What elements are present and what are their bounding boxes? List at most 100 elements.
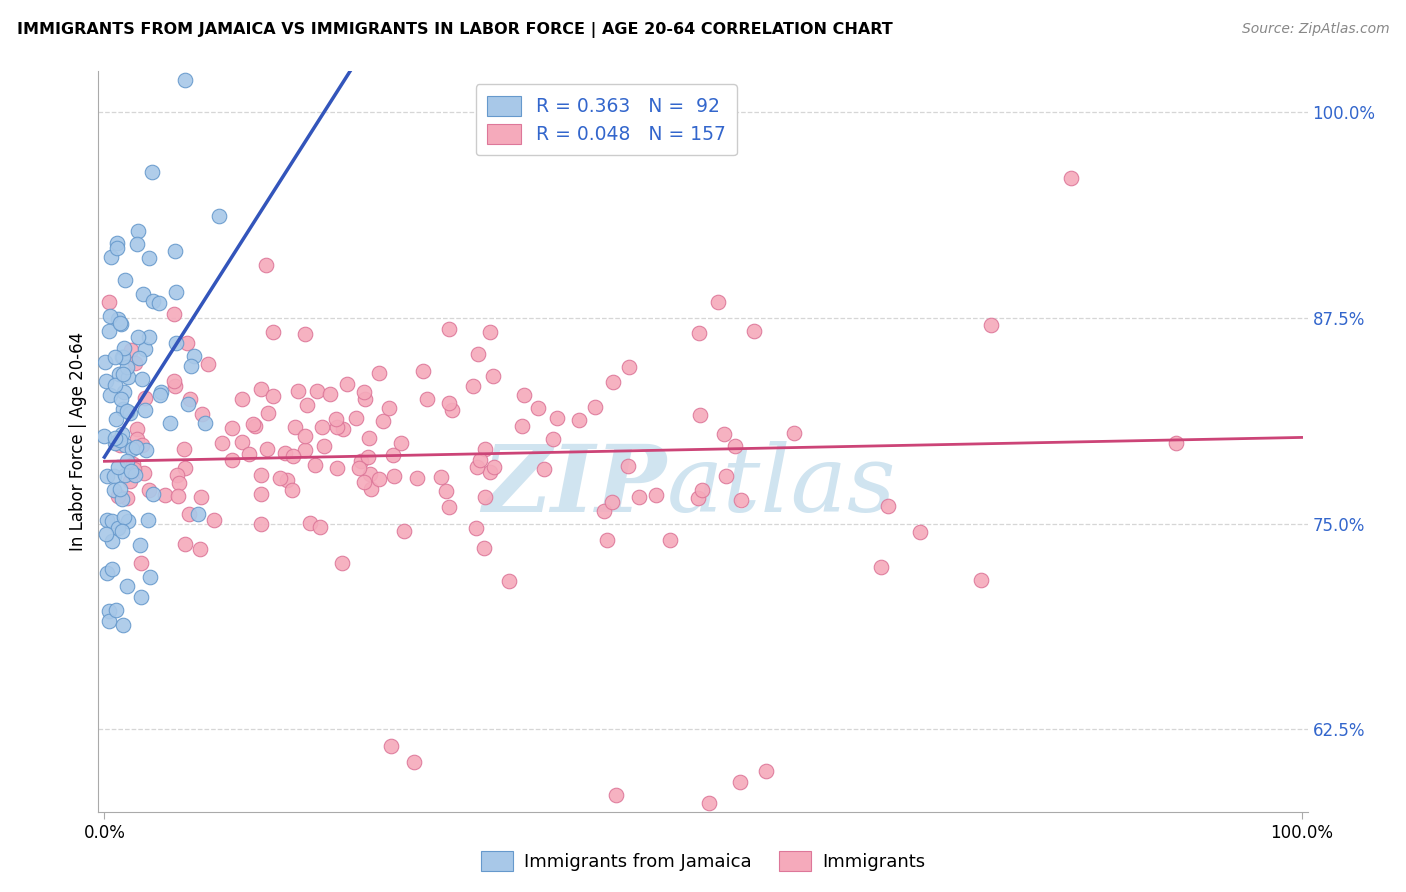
Point xyxy=(177,507,200,521)
Point xyxy=(714,469,737,483)
Point xyxy=(269,471,291,485)
Point xyxy=(153,488,176,502)
Point xyxy=(437,500,460,515)
Point xyxy=(96,374,118,388)
Point xyxy=(110,482,132,496)
Point xyxy=(256,442,278,456)
Point xyxy=(470,452,492,467)
Point xyxy=(100,514,122,528)
Point xyxy=(1166,436,1188,450)
Point xyxy=(659,533,682,548)
Point xyxy=(127,432,149,446)
Point xyxy=(472,541,495,555)
Point xyxy=(481,369,503,384)
Text: Source: ZipAtlas.com: Source: ZipAtlas.com xyxy=(1241,22,1389,37)
Point xyxy=(128,351,150,366)
Point xyxy=(124,468,146,483)
Point xyxy=(250,468,273,483)
Point xyxy=(96,513,118,527)
Point xyxy=(461,379,484,393)
Point xyxy=(122,462,145,476)
Point xyxy=(180,359,202,374)
Point xyxy=(148,388,170,402)
Point xyxy=(174,537,197,551)
Point xyxy=(163,379,186,393)
Point xyxy=(110,433,132,447)
Point xyxy=(166,467,188,482)
Point xyxy=(107,521,129,535)
Point xyxy=(308,520,330,534)
Point xyxy=(111,524,134,538)
Point xyxy=(311,419,333,434)
Point xyxy=(165,244,187,258)
Point xyxy=(131,372,153,386)
Point xyxy=(326,419,349,434)
Point xyxy=(118,474,141,488)
Point xyxy=(243,418,266,433)
Point xyxy=(250,487,273,501)
Point xyxy=(221,452,243,467)
Point xyxy=(350,454,373,468)
Point xyxy=(284,420,307,434)
Point xyxy=(129,538,152,552)
Point xyxy=(112,402,135,417)
Point xyxy=(467,347,489,361)
Point xyxy=(231,392,253,406)
Point xyxy=(141,164,163,178)
Point xyxy=(250,517,273,532)
Point xyxy=(108,438,131,452)
Point xyxy=(138,483,160,497)
Point xyxy=(616,459,638,474)
Point xyxy=(367,472,389,486)
Point xyxy=(415,392,437,407)
Point xyxy=(125,440,148,454)
Point xyxy=(94,354,117,368)
Point xyxy=(115,359,138,374)
Point xyxy=(688,491,710,505)
Point xyxy=(104,378,127,392)
Point xyxy=(688,326,710,340)
Point xyxy=(111,617,134,632)
Point xyxy=(474,490,496,504)
Point xyxy=(138,570,160,584)
Point xyxy=(110,317,132,331)
Point xyxy=(755,764,778,778)
Point xyxy=(373,414,395,428)
Point xyxy=(326,461,349,475)
Point xyxy=(526,401,548,416)
Point xyxy=(605,789,627,803)
Point xyxy=(389,435,412,450)
Point xyxy=(111,350,134,364)
Point xyxy=(231,435,253,450)
Point xyxy=(382,448,405,462)
Point xyxy=(479,466,502,480)
Point xyxy=(273,446,295,460)
Legend: Immigrants from Jamaica, Immigrants: Immigrants from Jamaica, Immigrants xyxy=(474,844,932,879)
Point xyxy=(104,435,127,450)
Point xyxy=(105,241,128,255)
Point xyxy=(238,447,260,461)
Point xyxy=(107,236,129,251)
Point xyxy=(127,224,149,238)
Point xyxy=(437,322,460,336)
Point xyxy=(97,614,120,628)
Point xyxy=(294,326,316,341)
Point xyxy=(600,495,623,509)
Point xyxy=(207,210,229,224)
Point xyxy=(103,483,125,497)
Point xyxy=(299,516,322,530)
Point xyxy=(165,285,187,299)
Point xyxy=(134,342,156,356)
Point xyxy=(190,490,212,504)
Point xyxy=(697,797,720,811)
Point xyxy=(104,431,127,445)
Point xyxy=(129,557,152,571)
Point xyxy=(336,377,359,392)
Point xyxy=(645,488,668,502)
Point xyxy=(441,402,464,417)
Point xyxy=(105,603,128,617)
Point xyxy=(186,507,208,521)
Point xyxy=(392,524,415,538)
Point xyxy=(176,335,198,350)
Point xyxy=(110,392,132,406)
